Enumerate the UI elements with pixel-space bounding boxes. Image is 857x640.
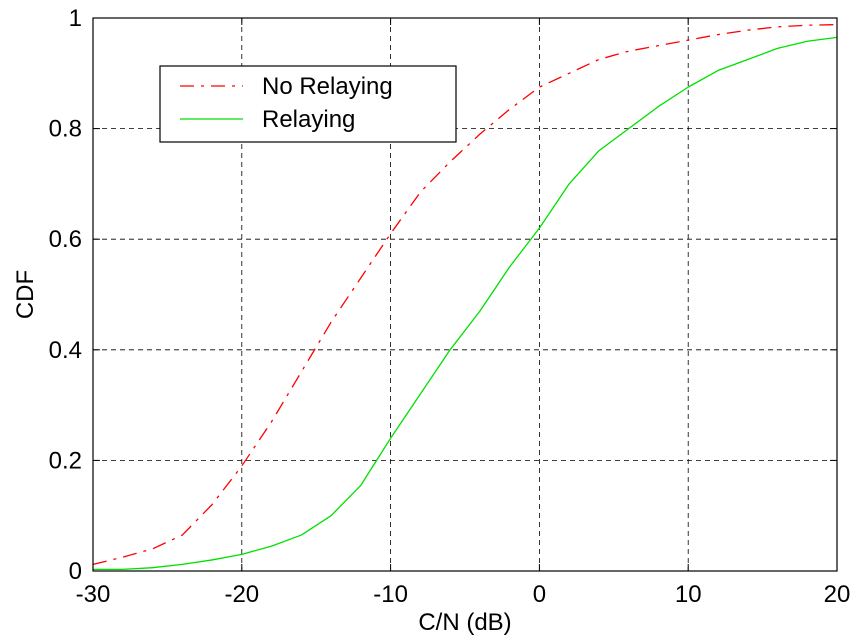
series-layer [92,23,838,570]
legend-label-no-relaying: No Relaying [262,73,393,100]
y-tick-label: 0.8 [49,116,82,143]
y-tick-label: 0.6 [49,226,82,253]
plot-frame [92,17,838,572]
y-tick-label: 0.4 [49,337,82,364]
x-tick-label: 20 [824,581,851,608]
legend-label-relaying: Relaying [262,106,355,133]
ticks: -30 -20 -10 0 10 20 0 0.2 0.4 0.6 0.8 1 [49,5,851,608]
x-tick-label: -30 [76,581,111,608]
legend: No Relaying Relaying [159,65,457,143]
y-axis-title: CDF [12,270,39,319]
y-tick-label: 0 [69,558,82,585]
series-line-no-relaying [92,23,838,565]
series-line-relaying [93,36,838,570]
y-tick-label: 0.2 [49,447,82,474]
y-tick-label: 1 [69,5,82,32]
x-axis-title: C/N (dB) [418,609,511,636]
x-tick-label: 10 [675,581,702,608]
x-tick-label: -20 [224,581,259,608]
x-tick-label: -10 [373,581,408,608]
x-tick-label: 0 [533,581,546,608]
legend-box [159,65,457,143]
